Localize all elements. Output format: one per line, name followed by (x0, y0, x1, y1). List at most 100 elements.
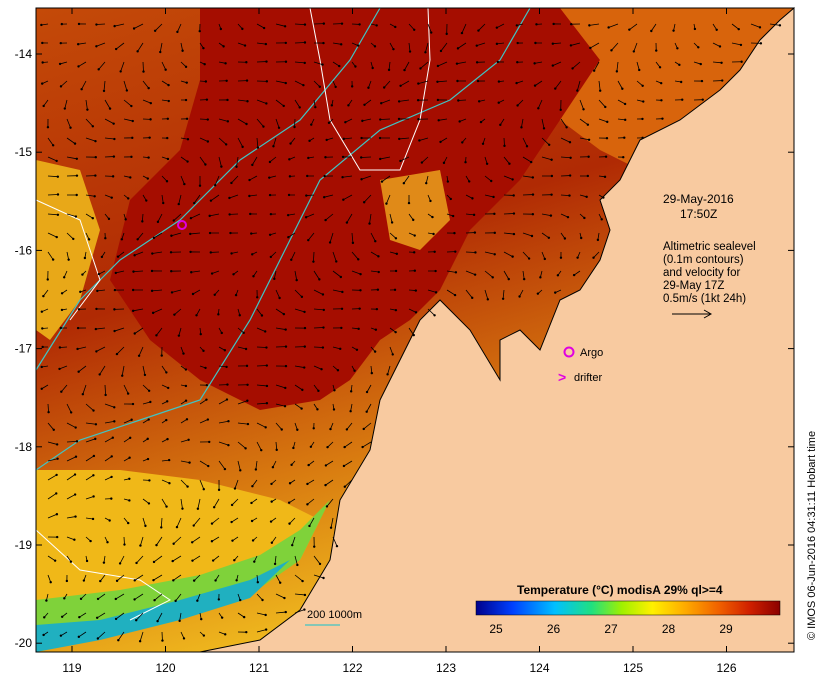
velocity-arrow (177, 23, 182, 33)
velocity-arrow (457, 42, 467, 49)
velocity-arrow-head (113, 24, 116, 28)
velocity-arrow-head (493, 231, 496, 235)
bathy-label: 200 1000m (307, 609, 362, 621)
velocity-arrow-head (195, 314, 198, 317)
velocity-arrow-head (184, 399, 188, 402)
velocity-arrow-head (46, 126, 50, 129)
velocity-arrow-head (155, 334, 158, 337)
velocity-arrow-head (479, 120, 483, 124)
velocity-arrow-head (286, 213, 290, 217)
velocity-arrow-head (418, 139, 421, 142)
velocity-arrow-head (362, 427, 365, 431)
velocity-arrow (104, 137, 115, 140)
velocity-arrow-head (97, 272, 101, 276)
velocity-arrow-head (102, 89, 106, 93)
lat-tick-label: -15 (15, 145, 33, 159)
velocity-arrow-head (92, 474, 95, 477)
velocity-arrow-head (113, 308, 116, 311)
velocity-arrow (440, 137, 448, 143)
velocity-arrow-head (501, 297, 505, 300)
velocity-arrow (589, 23, 600, 26)
velocity-arrow (104, 437, 113, 443)
velocity-arrow (275, 327, 286, 330)
velocity-arrow (211, 536, 220, 542)
velocity-arrow (294, 270, 298, 281)
velocity-arrow (85, 455, 95, 462)
velocity-arrow-head (325, 138, 328, 142)
velocity-arrow-head (192, 579, 196, 582)
velocity-arrow-head (230, 503, 234, 507)
velocity-arrow-head (473, 231, 477, 234)
velocity-arrow-head (89, 539, 92, 543)
velocity-arrow (218, 118, 228, 122)
velocity-arrow-head (206, 418, 210, 421)
velocity-arrow (313, 270, 320, 280)
velocity-arrow (273, 137, 277, 147)
velocity-arrow-head (69, 560, 73, 563)
velocity-arrow-head (641, 117, 644, 121)
velocity-arrow-head (95, 307, 98, 311)
velocity-arrow (60, 80, 68, 87)
velocity-arrow (484, 194, 494, 198)
velocity-arrow-head (547, 236, 551, 239)
velocity-arrow-head (306, 503, 309, 506)
velocity-arrow-head (223, 467, 227, 471)
velocity-arrow (636, 80, 643, 87)
velocity-arrow (256, 629, 267, 633)
velocity-arrow-head (588, 24, 591, 27)
velocity-arrow-head (339, 43, 343, 46)
velocity-arrow-head (413, 269, 417, 272)
velocity-arrow-head (75, 440, 79, 443)
velocity-arrow (617, 118, 626, 121)
velocity-arrow-head (43, 616, 46, 619)
velocity-arrow (159, 42, 163, 53)
velocity-arrow-head (91, 125, 95, 128)
velocity-arrow-head (456, 47, 460, 50)
velocity-arrow-head (112, 122, 115, 125)
velocity-arrow-head (166, 437, 169, 441)
velocity-arrow-head (520, 126, 523, 129)
velocity-arrow (180, 439, 189, 443)
velocity-arrow-head (359, 289, 362, 292)
velocity-arrow-head (160, 526, 163, 529)
velocity-arrow-head (94, 139, 97, 143)
velocity-arrow-head (338, 64, 341, 68)
velocity-arrow-head (778, 24, 782, 27)
velocity-arrow-head (206, 140, 210, 143)
velocity-arrow-head (261, 598, 264, 602)
velocity-arrow (237, 400, 248, 405)
velocity-arrow-head (407, 201, 411, 205)
velocity-arrow (366, 403, 372, 412)
velocity-arrow-head (758, 26, 762, 29)
velocity-arrow (249, 175, 258, 181)
velocity-arrow-head (55, 159, 58, 163)
velocity-arrow (351, 270, 361, 275)
velocity-arrow-head (310, 123, 313, 126)
velocity-arrow (192, 555, 201, 562)
velocity-arrow (218, 365, 227, 368)
velocity-arrow-head (250, 501, 253, 505)
velocity-arrow-head (650, 29, 653, 33)
lon-tick-label: 125 (623, 661, 643, 675)
velocity-arrow (446, 289, 456, 296)
velocity-arrow (400, 156, 410, 162)
velocity-arrow (324, 194, 334, 198)
velocity-arrow-head (387, 68, 391, 72)
velocity-arrow-head (628, 28, 631, 31)
velocity-arrow-head (496, 60, 500, 64)
contour-line-2 (35, 7, 531, 471)
velocity-arrow (66, 156, 77, 160)
velocity-arrow-head (185, 117, 189, 120)
velocity-arrow (95, 327, 106, 330)
lat-tick-label: -19 (15, 538, 33, 552)
velocity-arrow-head (172, 579, 175, 582)
velocity-arrow-head (148, 136, 151, 139)
velocity-arrow (117, 631, 125, 641)
velocity-arrow (313, 308, 324, 311)
velocity-arrow-head (59, 85, 63, 88)
velocity-arrow-head (531, 193, 535, 196)
velocity-arrow-head (110, 497, 113, 500)
velocity-arrow-head (77, 635, 81, 639)
velocity-arrow (47, 458, 58, 462)
velocity-arrow-head (318, 85, 321, 88)
